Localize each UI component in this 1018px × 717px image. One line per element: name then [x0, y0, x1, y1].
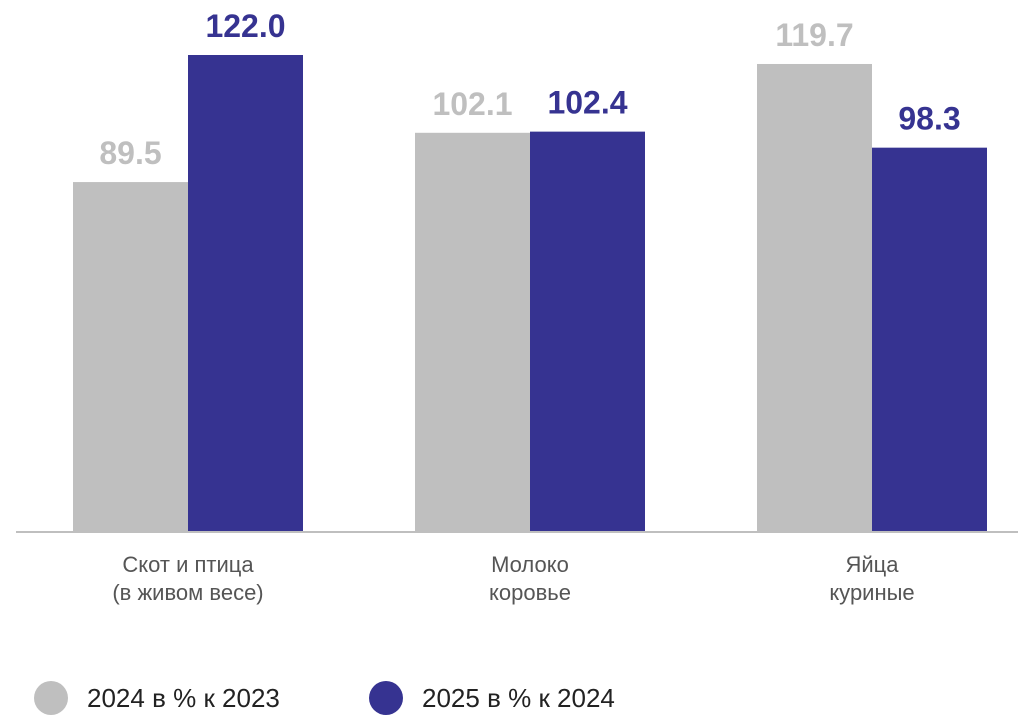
- value-label-s0-c1: 102.1: [432, 86, 512, 122]
- legend-marker-1: [369, 681, 403, 715]
- category-label-0: Скот и птица (в живом весе): [112, 552, 263, 605]
- legend-label-1: 2025 в % к 2024: [422, 683, 615, 713]
- bar-s1-c2: [872, 147, 987, 532]
- bar-s0-c0: [73, 182, 188, 532]
- category-label-1: Молоко коровье: [489, 552, 571, 605]
- bar-s1-c0: [188, 55, 303, 532]
- legend-label-0: 2024 в % к 2023: [87, 683, 280, 713]
- bar-s1-c1: [530, 131, 645, 532]
- category-label-line: коровье: [489, 580, 571, 605]
- category-labels-group: Скот и птица (в живом весе) Молоко коровье Я…: [112, 552, 914, 605]
- value-label-s1-c1: 102.4: [547, 85, 627, 121]
- category-label-line: (в живом весе): [112, 580, 263, 605]
- bar-s0-c2: [757, 63, 872, 533]
- value-label-s1-c2: 98.3: [898, 101, 960, 137]
- category-label-line: куриные: [829, 580, 914, 605]
- category-label-line: Скот и птица: [122, 552, 254, 577]
- category-label-line: Яйца: [845, 552, 899, 577]
- bar-s0-c1: [415, 132, 530, 533]
- value-label-s0-c0: 89.5: [99, 135, 161, 171]
- value-label-s1-c0: 122.0: [205, 8, 285, 44]
- value-labels-group: 89.5 122.0 102.1 102.4 119.7 98.3: [99, 8, 960, 171]
- legend: 2024 в % к 2023 2025 в % к 2024: [34, 681, 615, 715]
- value-label-s0-c2: 119.7: [775, 17, 853, 53]
- category-label-line: Молоко: [491, 552, 569, 577]
- category-label-2: Яйца куриные: [829, 552, 914, 605]
- legend-marker-0: [34, 681, 68, 715]
- bars-group: [73, 55, 987, 533]
